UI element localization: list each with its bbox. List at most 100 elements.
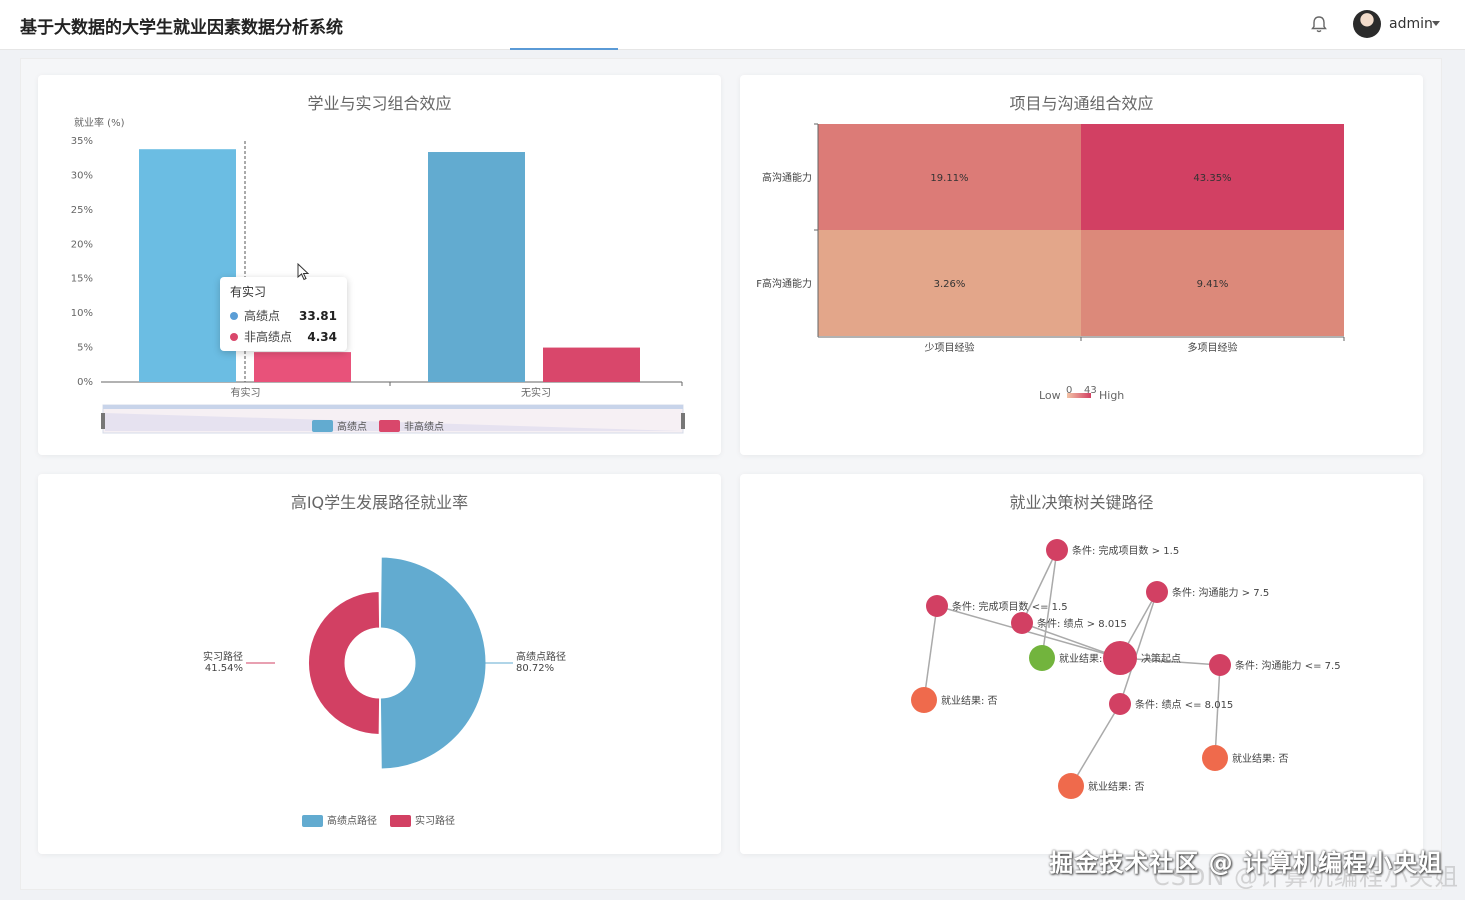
graph-node[interactable] xyxy=(926,595,948,617)
series-dot-icon xyxy=(230,311,238,320)
heatmap-cell-label: 19.11% xyxy=(930,173,968,184)
watermark: 掘金技术社区 @ 计算机编程小央姐 xyxy=(1049,849,1443,877)
heatmap-cell[interactable] xyxy=(818,124,1081,230)
legend-swatch[interactable] xyxy=(390,815,411,827)
graph-node-label: 条件: 绩点 <= 8.015 xyxy=(1135,698,1233,711)
graph-edge xyxy=(1021,622,1121,659)
graph-node-label: 就业结果: 否 xyxy=(1088,780,1145,793)
graph-node[interactable] xyxy=(911,687,937,713)
chart-title: 就业决策树关键路径 xyxy=(1009,493,1154,512)
graph-node-label: 条件: 完成项目数 > 1.5 xyxy=(1072,544,1179,557)
tooltip-series-name: 非高绩点 xyxy=(244,330,293,344)
graph-node-label: 条件: 沟通能力 <= 7.5 xyxy=(1235,659,1341,672)
graph-node[interactable] xyxy=(1046,539,1068,561)
graph-node-label: 决策起点 xyxy=(1141,652,1181,665)
legend-label: 实习路径 xyxy=(415,814,455,827)
y-tick-label: 35% xyxy=(71,136,93,147)
y-tick-label: 15% xyxy=(71,274,93,285)
graph-node[interactable] xyxy=(1103,641,1137,675)
x-tick-label: 有实习 xyxy=(231,386,261,399)
donut-slice[interactable] xyxy=(307,590,381,736)
bar-high-gpa[interactable] xyxy=(428,152,525,382)
y-tick-label: 0% xyxy=(77,377,93,388)
graph-node[interactable] xyxy=(1109,693,1131,715)
bar-high-gpa[interactable] xyxy=(139,149,236,382)
bar-chart: 就业率 (%) 0%5%10%15%20%25%30%35% 有实习 无实习 高绩… xyxy=(71,116,685,434)
visual-map-bar[interactable] xyxy=(1067,393,1091,398)
graph-edge xyxy=(923,605,938,701)
graph-edge xyxy=(1070,703,1121,787)
graph-chart-card: 就业决策树关键路径 条件: 完成项目数 > 1.5 条件: 沟通能力 > 7.5 条… xyxy=(740,474,1423,854)
visual-map-high-label: High xyxy=(1099,389,1124,402)
graph-node[interactable] xyxy=(1202,745,1228,771)
tooltip-value: 4.34 xyxy=(307,329,337,344)
heatmap-cell[interactable] xyxy=(1081,230,1344,336)
graph-node[interactable] xyxy=(1146,581,1168,603)
slice-label-value: 41.54% xyxy=(205,663,243,674)
decision-tree-graph: 条件: 完成项目数 > 1.5 条件: 沟通能力 > 7.5 条件: 完成项目数 <… xyxy=(911,539,1341,799)
graph-edge xyxy=(1214,664,1221,759)
bar-chart-card: 学业与实习组合效应 就业率 (%) 0% 5% 10% 15% 20% 25% 30% 35%… xyxy=(38,75,721,455)
tooltip-row: 非高绩点 4.34 xyxy=(230,326,337,347)
visual-map-low-label: Low xyxy=(1039,389,1061,402)
cursor-icon xyxy=(297,263,310,281)
watermark-secondary: CSDN @计算机编程小央姐 xyxy=(1152,863,1459,891)
graph-node-label: 条件: 绩点 > 8.015 xyxy=(1037,617,1127,630)
tooltip-row: 高绩点 33.81 xyxy=(230,305,337,326)
legend-swatch[interactable] xyxy=(312,420,333,432)
graph-node-label: 就业结果: 否 xyxy=(1232,752,1289,765)
donut-slice[interactable] xyxy=(379,556,487,770)
legend-label: 高绩点路径 xyxy=(327,814,377,827)
user-menu[interactable]: admin xyxy=(1389,16,1433,32)
graph-edge xyxy=(1119,591,1158,705)
app-title: 基于大数据的大学生就业因素数据分析系统 xyxy=(20,18,343,38)
series-dot-icon xyxy=(230,332,238,341)
slice-label-name: 高绩点路径 xyxy=(516,650,566,663)
graph-node[interactable] xyxy=(1029,645,1055,671)
graph-node[interactable] xyxy=(1209,654,1231,676)
bar-non-high-gpa[interactable] xyxy=(254,352,351,382)
graph-node[interactable] xyxy=(1011,612,1033,634)
data-zoom-handle-right[interactable] xyxy=(681,413,685,429)
data-zoom-handle-left[interactable] xyxy=(101,413,105,429)
y-axis-label: 就业率 (%) xyxy=(74,116,125,129)
graph-node-label: 就业结果: 否 xyxy=(941,694,998,707)
chart-title: 项目与沟通组合效应 xyxy=(1009,94,1154,113)
slice-label-value: 80.72% xyxy=(516,663,554,674)
y-tick-label: 5% xyxy=(77,343,93,354)
tooltip-series-name: 高绩点 xyxy=(244,309,281,323)
heatmap-cell[interactable] xyxy=(818,230,1081,336)
y-tick-label: 20% xyxy=(71,239,93,250)
tooltip-value: 33.81 xyxy=(299,308,337,323)
graph-edge xyxy=(1041,549,1058,659)
chevron-down-icon[interactable] xyxy=(1432,21,1440,26)
y-tick-label: F高沟通能力 xyxy=(756,277,812,290)
x-tick-label: 多项目经验 xyxy=(1188,341,1238,354)
legend-label: 非高绩点 xyxy=(404,420,444,433)
avatar[interactable] xyxy=(1353,10,1381,38)
heatmap-cell[interactable] xyxy=(1081,124,1344,230)
graph-node-label: 就业结果: 是 xyxy=(1059,652,1116,665)
y-tick-label: 高沟通能力 xyxy=(762,171,812,184)
legend-swatch[interactable] xyxy=(302,815,323,827)
chart-tooltip: 有实习 高绩点 33.81 非高绩点 4.34 xyxy=(220,277,347,351)
heatmap-cell-label: 3.26% xyxy=(934,279,966,290)
heatmap-cell-label: 43.35% xyxy=(1193,173,1231,184)
chart-title: 学业与实习组合效应 xyxy=(307,94,452,113)
y-tick-label: 25% xyxy=(71,205,93,216)
active-tab-indicator xyxy=(510,48,618,50)
heatmap-card: 项目与沟通组合效应 19.11% 43.35% 3.26% 9.41% 高沟通能力 F高… xyxy=(740,75,1423,455)
graph-edge xyxy=(1021,549,1058,624)
bell-icon[interactable] xyxy=(1309,14,1329,34)
legend-swatch[interactable] xyxy=(379,420,400,432)
donut-chart-card: 高IQ学生发展路径就业率 高绩点路径 80.72% 实习路径 41.54% 高绩点路径… xyxy=(38,474,721,854)
visual-map-min: 0 xyxy=(1066,385,1072,396)
bar-non-high-gpa[interactable] xyxy=(543,347,640,382)
y-tick-label: 10% xyxy=(71,308,93,319)
graph-node-label: 条件: 沟通能力 > 7.5 xyxy=(1172,586,1269,599)
slice-label-name: 实习路径 xyxy=(203,650,243,663)
graph-node[interactable] xyxy=(1058,773,1084,799)
x-tick-label: 少项目经验 xyxy=(925,341,975,354)
